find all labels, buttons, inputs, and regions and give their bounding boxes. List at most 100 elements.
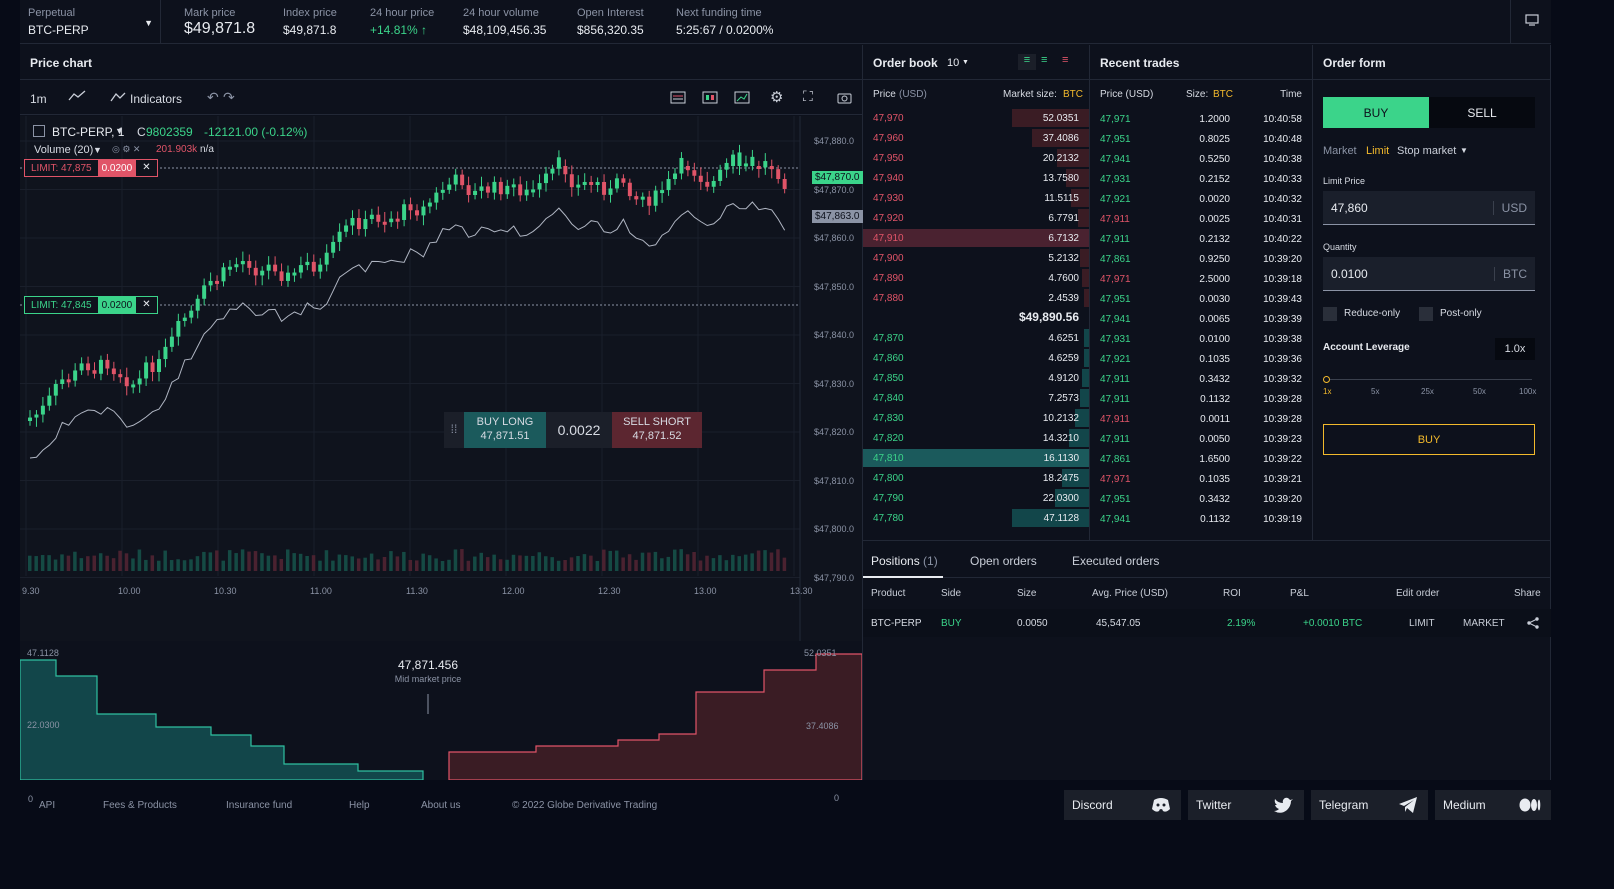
position-side: BUY <box>941 618 962 629</box>
ask-row[interactable]: 47,940 13.7580 <box>863 168 1089 188</box>
ask-row[interactable]: 47,970 52.0351 <box>863 108 1089 128</box>
chart-symbol[interactable]: BTC-PERP, 1 <box>52 125 125 139</box>
bid-row[interactable]: 47,850 4.9120 <box>863 368 1089 388</box>
ask-row[interactable]: 47,900 5.2132 <box>863 248 1089 268</box>
footer-fees-link[interactable]: Fees & Products <box>103 800 177 811</box>
bid-row[interactable]: 47,790 22.0300 <box>863 488 1089 508</box>
footer-help-link[interactable]: Help <box>349 800 370 811</box>
share-icon[interactable] <box>1527 617 1539 629</box>
layout-icon[interactable] <box>734 91 750 104</box>
market-selector[interactable]: Perpetual BTC-PERP ▼ <box>28 7 153 37</box>
line-chart-icon[interactable] <box>68 90 86 102</box>
chevron-down-icon[interactable]: ▼ <box>93 145 102 155</box>
bid-row[interactable]: 47,810 16.1130 <box>863 448 1089 468</box>
table-row[interactable]: BTC-PERP BUY 0.0050 45,547.05 2.19% +0.0… <box>863 609 1551 637</box>
trade-time: 10:39:23 <box>1263 434 1302 445</box>
bid-row[interactable]: 47,840 7.2573 <box>863 388 1089 408</box>
limit-order-buy-tag[interactable]: LIMIT: 47,845 0.0200 ✕ <box>24 296 158 314</box>
view-asks-icon[interactable]: ≡ <box>1062 54 1069 66</box>
chevron-down-icon[interactable]: ▼ <box>1460 146 1468 155</box>
settings-gear-icon[interactable]: ⚙ <box>770 89 784 106</box>
bid-row[interactable]: 47,830 10.2132 <box>863 408 1089 428</box>
candle-style-icon[interactable] <box>702 91 718 104</box>
edit-market-button[interactable]: MARKET <box>1463 618 1505 629</box>
market-order-tab[interactable]: Market <box>1323 145 1357 157</box>
ask-row[interactable]: 47,960 37.4086 <box>863 128 1089 148</box>
close-icon[interactable]: ✕ <box>142 162 151 173</box>
medium-button[interactable]: Medium <box>1435 790 1551 820</box>
group-select[interactable]: 10 <box>947 57 960 69</box>
volume-indicator-controls-icon[interactable]: ◎ ⚙ ✕ <box>112 144 141 154</box>
footer-about-link[interactable]: About us <box>421 800 461 811</box>
undo-icon[interactable]: ↶ <box>207 89 219 105</box>
fullscreen-icon[interactable]: ⛶ <box>803 88 813 104</box>
candlestick-chart[interactable]: BTC-PERP, 1 ▼ C 9802359 -12121.00 (-0.12… <box>20 116 863 641</box>
submit-buy-button[interactable]: BUY <box>1323 424 1535 455</box>
trade-size: 0.9250 <box>1199 254 1230 265</box>
ask-row[interactable]: 47,950 20.2132 <box>863 148 1089 168</box>
limit-price-input[interactable]: 47,860 USD <box>1323 191 1535 225</box>
sell-tab-button[interactable]: SELL <box>1429 97 1535 128</box>
limit-order-sell-tag[interactable]: LIMIT: 47,875 0.0200 ✕ <box>24 159 158 177</box>
chevron-down-icon[interactable]: ▼ <box>115 126 124 136</box>
camera-icon[interactable] <box>837 91 852 104</box>
bid-row[interactable]: 47,780 47.1128 <box>863 508 1089 528</box>
candle <box>221 267 226 282</box>
leverage-handle[interactable] <box>1323 376 1330 383</box>
redo-icon[interactable]: ↷ <box>223 89 235 105</box>
ask-row[interactable]: 47,910 6.7132 <box>863 228 1089 248</box>
volume-bar <box>389 551 393 571</box>
drag-handle-icon[interactable]: ⁞⁞ <box>450 422 458 436</box>
volume-indicator-label[interactable]: Volume (20) <box>34 144 94 156</box>
indicators-icon[interactable] <box>110 92 126 102</box>
indicators-button[interactable]: Indicators <box>130 92 183 106</box>
ask-row[interactable]: 47,920 6.7791 <box>863 208 1089 228</box>
reduce-only-checkbox[interactable] <box>1323 307 1337 321</box>
open-orders-tab[interactable]: Open orders <box>970 554 1037 568</box>
bar-style-icon[interactable] <box>670 91 686 104</box>
buy-long-button[interactable]: BUY LONG 47,871.51 <box>464 412 546 448</box>
leverage-tick-100x[interactable]: 100x <box>1519 387 1537 396</box>
trade-size: 0.1132 <box>1200 514 1230 525</box>
candle <box>305 261 310 266</box>
limit-order-tab[interactable]: Limit <box>1366 145 1390 157</box>
chevron-down-icon[interactable]: ▼ <box>962 59 969 66</box>
ask-row[interactable]: 47,880 2.4539 <box>863 288 1089 308</box>
sell-short-button[interactable]: SELL SHORT 47,871.52 <box>612 412 702 448</box>
ask-row[interactable]: 47,890 4.7600 <box>863 268 1089 288</box>
mid-price-label: Mid market price <box>394 674 462 684</box>
leverage-slider[interactable]: 1x 5x 25x 50x 100x <box>1323 375 1537 399</box>
footer-insurance-link[interactable]: Insurance fund <box>226 800 293 811</box>
bid-row[interactable]: 47,800 18.2475 <box>863 468 1089 488</box>
stop-market-tab[interactable]: Stop market <box>1397 145 1457 157</box>
leverage-tick-50x[interactable]: 50x <box>1473 387 1486 396</box>
leverage-tick-1x[interactable]: 1x <box>1323 387 1332 396</box>
post-only-checkbox[interactable] <box>1419 307 1433 321</box>
leverage-value[interactable]: 1.0x <box>1495 338 1535 360</box>
monitor-icon[interactable] <box>1525 14 1539 26</box>
buy-tab-button[interactable]: BUY <box>1323 97 1429 128</box>
close-icon[interactable]: ✕ <box>142 299 151 310</box>
leverage-tick-5x[interactable]: 5x <box>1371 387 1380 396</box>
telegram-button[interactable]: Telegram <box>1311 790 1428 820</box>
positions-tab[interactable]: Positions (1) <box>871 554 938 568</box>
view-bids-icon[interactable]: ≡ <box>1041 54 1048 66</box>
view-both-icon[interactable]: ≡ <box>1018 54 1036 70</box>
volume-bar <box>118 550 122 571</box>
twitter-button[interactable]: Twitter <box>1188 790 1304 820</box>
chevron-down-icon[interactable]: ▼ <box>144 18 153 28</box>
footer-api-link[interactable]: API <box>39 800 56 811</box>
edit-limit-button[interactable]: LIMIT <box>1409 618 1435 629</box>
leverage-tick-25x[interactable]: 25x <box>1421 387 1434 396</box>
ask-row[interactable]: 47,930 11.5115 <box>863 188 1089 208</box>
discord-button[interactable]: Discord <box>1064 790 1181 820</box>
collapse-legend-icon[interactable] <box>33 125 45 137</box>
order-quantity-input[interactable]: 0.0022 <box>557 422 601 438</box>
executed-orders-tab[interactable]: Executed orders <box>1072 554 1160 568</box>
trade-size: 0.2152 <box>1199 174 1230 185</box>
bid-row[interactable]: 47,870 4.6251 <box>863 328 1089 348</box>
interval-button[interactable]: 1m <box>30 92 47 106</box>
quantity-input[interactable]: 0.0100 BTC <box>1323 257 1535 291</box>
bid-row[interactable]: 47,820 14.3210 <box>863 428 1089 448</box>
bid-row[interactable]: 47,860 4.6259 <box>863 348 1089 368</box>
